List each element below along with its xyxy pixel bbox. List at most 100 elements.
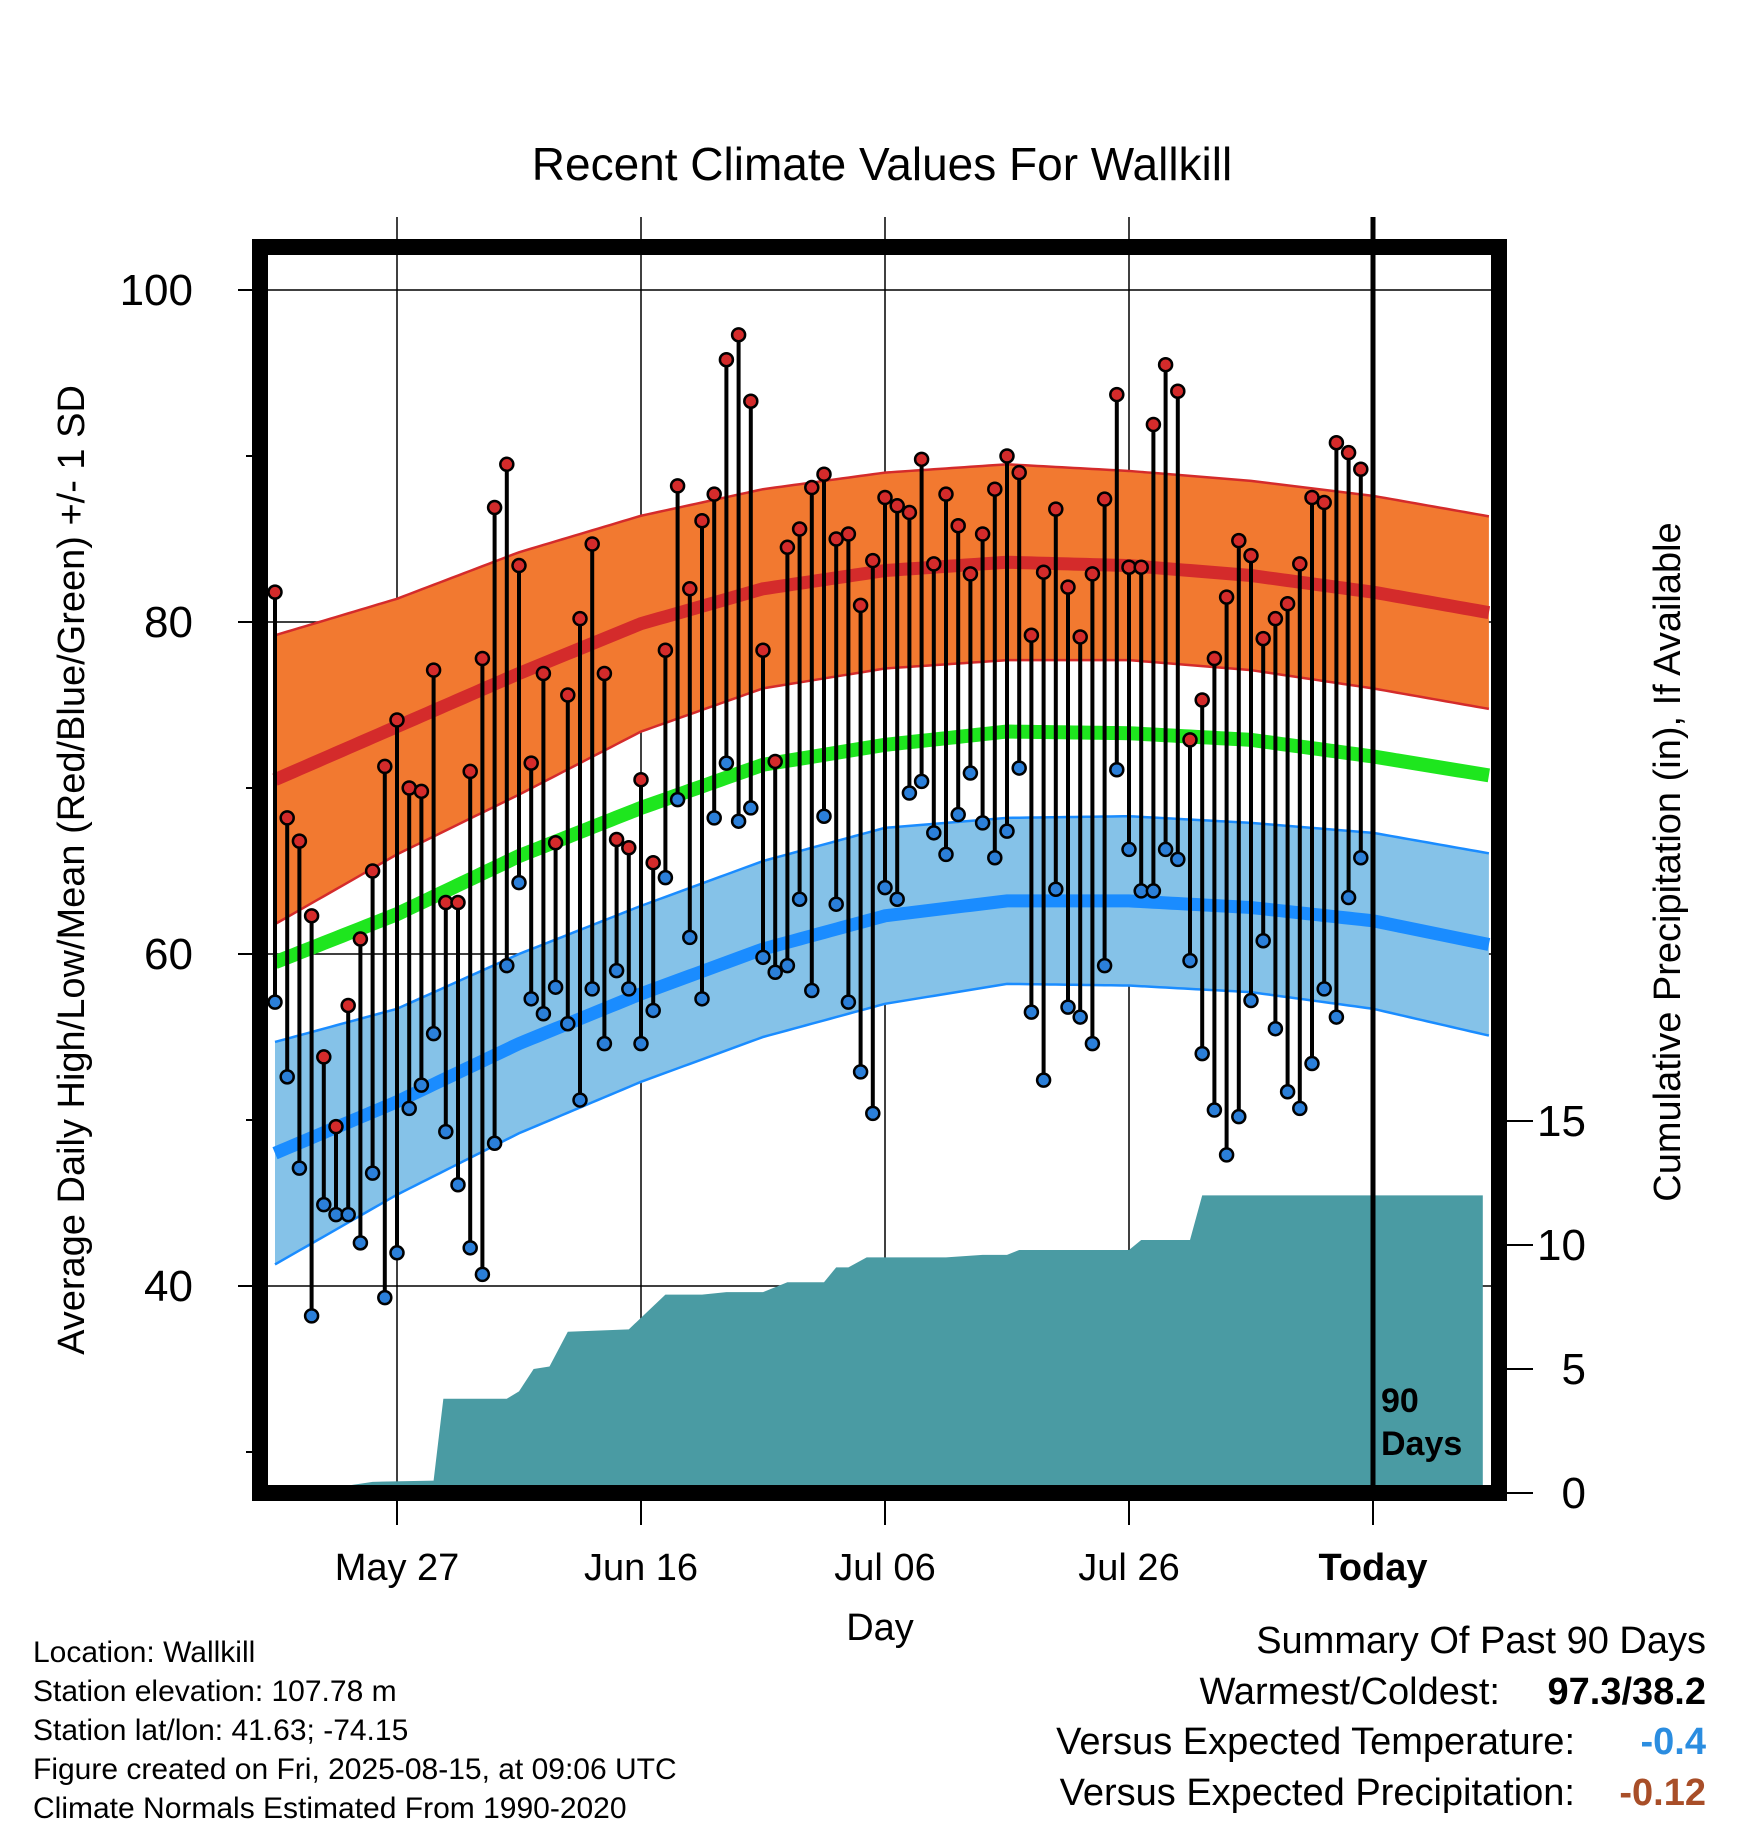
daily-high-point [1328,434,1345,451]
daily-high-point [1255,630,1271,647]
y-left-tick-label: 60 [144,930,193,979]
daily-high-point [962,566,979,582]
x-tick-label: Jul 06 [834,1547,935,1589]
daily-high-point [1157,356,1174,373]
info-created: Figure created on Fri, 2025-08-15, at 09… [33,1753,677,1786]
daily-high-point [450,894,466,911]
daily-low-point [364,1165,381,1181]
daily-high-point [389,712,405,728]
daily-high-point [1279,595,1296,612]
daily-low-point [1109,761,1125,778]
daily-low-point [730,813,747,829]
daily-low-point [401,1100,417,1117]
daily-low-point [669,791,686,808]
summary-precip-value: -0.12 [1619,1772,1706,1814]
daily-low-point [743,800,759,816]
x-tick-label: Today [1318,1547,1427,1589]
daily-low-point [291,1160,308,1176]
daily-low-point [316,1196,332,1213]
daily-high-point [999,448,1015,464]
daily-low-point [1194,1045,1210,1062]
y-left-tick-label: 80 [144,598,193,647]
daily-high-point [1133,559,1149,575]
daily-high-point [340,997,356,1014]
daily-low-point [596,1035,613,1052]
daily-high-point [1109,386,1125,403]
daily-high-point [816,466,832,483]
daily-low-point [462,1240,478,1256]
daily-low-point [804,982,820,999]
daily-high-point [1243,547,1259,564]
daily-high-point [523,755,539,771]
daily-high-point [840,526,857,542]
y-axis-right-label: Cumulative Precipitation (in), If Availa… [1647,522,1689,1201]
daily-low-point [852,1064,869,1080]
daily-high-point [425,662,442,678]
daily-high-point [767,753,783,770]
daily-low-point [999,823,1015,839]
daily-high-point [1060,579,1076,595]
daily-low-point [828,896,844,912]
daily-low-point [511,874,527,891]
daily-low-point [987,849,1003,866]
daily-low-point [1353,849,1369,866]
today-label-days: Days [1381,1425,1462,1463]
chart-title: Recent Climate Values For Wallkill [532,138,1232,190]
daily-high-point [511,557,527,574]
daily-high-point [316,1049,332,1065]
info-location: Location: Wallkill [33,1636,255,1669]
daily-low-point [1060,999,1076,1015]
daily-high-point [267,584,283,600]
y-axis-left-label: Average Daily High/Low/Mean (Red/Blue/Gr… [51,385,93,1355]
daily-low-point [377,1289,393,1306]
daily-high-point [1194,692,1210,708]
daily-high-point [889,498,905,514]
daily-high-point [938,486,954,502]
daily-high-point [1096,491,1113,507]
daily-low-point [535,1006,552,1022]
daily-high-point [608,831,625,848]
daily-high-point [584,536,600,552]
daily-high-point [1267,610,1284,627]
daily-high-point [486,499,503,516]
daily-high-point [535,665,552,682]
y-right-tick-label: 5 [1562,1345,1586,1394]
y-right-tick-label: 10 [1537,1221,1586,1270]
daily-high-point [987,481,1003,497]
x-tick-label: Jul 26 [1078,1547,1179,1589]
daily-high-point [474,650,491,667]
daily-low-point [633,1035,649,1052]
daily-high-point [328,1118,344,1135]
daily-high-point [1218,589,1235,605]
daily-high-point [852,597,869,614]
daily-low-point [267,994,283,1010]
daily-high-point [1206,650,1223,667]
x-axis-label: Day [846,1607,914,1649]
daily-low-point [1048,881,1064,898]
daily-low-point [962,765,979,781]
daily-high-point [706,486,722,502]
daily-low-point [682,929,698,946]
daily-low-point [926,825,942,841]
daily-high-point [352,931,369,947]
daily-low-point [499,957,515,974]
daily-high-point [1035,564,1052,580]
daily-low-point [718,755,735,771]
daily-low-point [303,1308,320,1324]
daily-low-point [279,1069,295,1085]
daily-high-point [877,489,893,506]
daily-high-point [279,810,295,826]
low-sd-band [275,816,1489,1265]
daily-low-point [340,1206,356,1223]
daily-high-point [1170,383,1186,400]
daily-low-point [1035,1072,1052,1088]
daily-high-point [1072,629,1088,645]
daily-high-point [804,479,820,496]
daily-high-point [901,504,918,521]
x-tick-label: May 27 [335,1547,460,1589]
summary-temp-label: Versus Expected Temperature: [1056,1721,1575,1763]
daily-high-point [1353,461,1369,478]
daily-high-point [560,687,576,703]
daily-high-point [743,393,759,409]
daily-low-point [1279,1084,1296,1100]
